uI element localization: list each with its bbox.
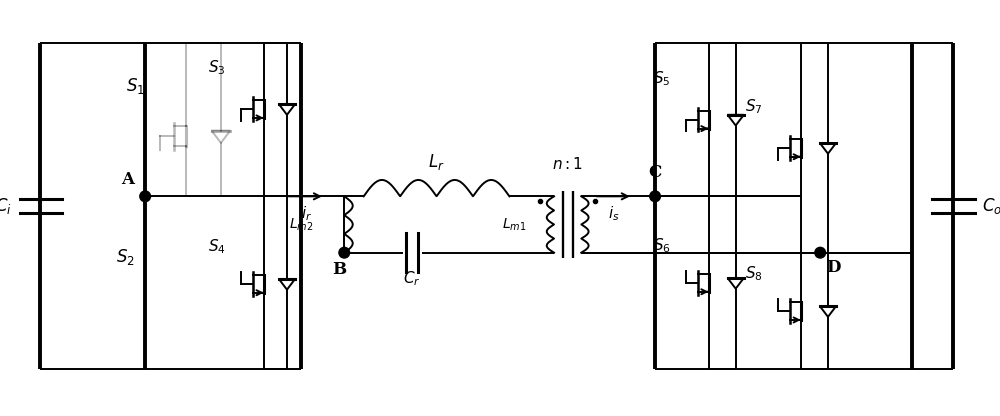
Text: $i_r$: $i_r$ <box>301 205 312 223</box>
Text: $C_i$: $C_i$ <box>0 196 12 216</box>
Circle shape <box>650 191 660 202</box>
Text: $L_{m1}$: $L_{m1}$ <box>502 216 526 233</box>
Text: C: C <box>648 164 662 181</box>
Text: $S_8$: $S_8$ <box>745 265 763 283</box>
Text: $L_r$: $L_r$ <box>428 152 445 172</box>
Text: $S_7$: $S_7$ <box>745 98 763 116</box>
Circle shape <box>815 248 826 258</box>
Text: $S_5$: $S_5$ <box>653 69 671 88</box>
Text: A: A <box>121 171 134 188</box>
Text: $S_4$: $S_4$ <box>208 238 226 256</box>
Circle shape <box>140 191 151 202</box>
Text: $L_{m2}$: $L_{m2}$ <box>289 216 314 233</box>
Text: $n:1$: $n:1$ <box>552 156 583 172</box>
Text: B: B <box>332 261 346 278</box>
Circle shape <box>339 248 350 258</box>
Text: $S_1$: $S_1$ <box>126 76 145 96</box>
Text: $S_6$: $S_6$ <box>653 237 671 255</box>
Text: $C_r$: $C_r$ <box>403 270 421 288</box>
Text: $C_o$: $C_o$ <box>982 196 1000 216</box>
Text: D: D <box>827 259 841 276</box>
Text: $S_3$: $S_3$ <box>208 59 226 77</box>
Text: $S_2$: $S_2$ <box>116 247 135 267</box>
Text: $i_s$: $i_s$ <box>608 205 619 223</box>
